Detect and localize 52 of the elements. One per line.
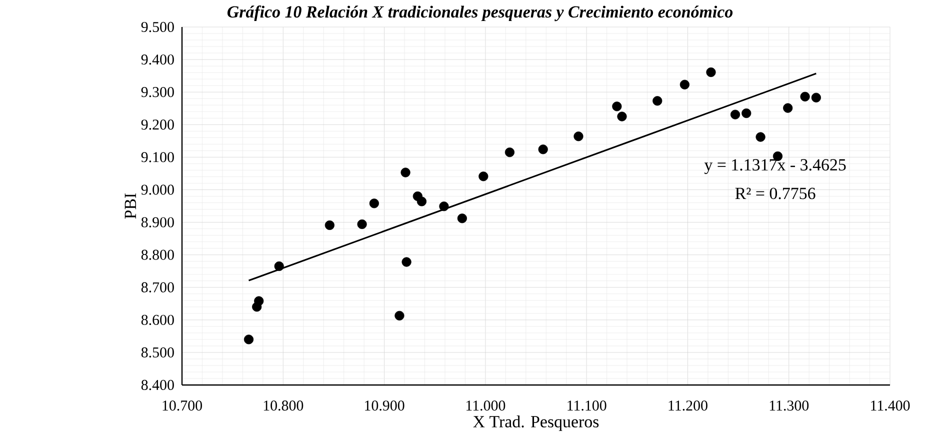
point	[478, 172, 488, 182]
point	[416, 196, 427, 206]
y-tick-label: 9.300	[141, 87, 174, 98]
point	[742, 108, 752, 118]
y-tick-label: 9.500	[141, 22, 174, 32]
x-tick-label: 11.100	[568, 400, 606, 411]
x-tick-label: 11.200	[668, 400, 708, 411]
x-tick-label: 11.000	[466, 400, 506, 411]
point	[652, 96, 662, 106]
y-tick-label: 8.500	[141, 347, 174, 358]
y-tick-label: 8.700	[141, 282, 174, 292]
y-tick-label: 8.800	[141, 250, 174, 260]
y-tick-label: 9.000	[141, 184, 174, 195]
point	[357, 219, 367, 230]
annotation: y = 1.1317x - 3.4625	[704, 159, 846, 174]
x-tick-label: 10.800	[264, 400, 304, 411]
point	[756, 132, 766, 142]
point	[274, 261, 284, 272]
y-tick-label: 8.600	[141, 314, 174, 325]
point	[612, 102, 622, 112]
y-axis-title: PBI	[124, 193, 136, 219]
y-tick-label: 9.100	[141, 152, 174, 162]
point	[394, 310, 404, 320]
point	[439, 202, 449, 212]
point	[369, 198, 379, 208]
x-tick-label: 10.900	[365, 400, 404, 411]
point	[254, 296, 264, 306]
y-tick-label: 9.200	[141, 120, 174, 130]
point	[457, 214, 467, 224]
x-tick-label: 11.300	[770, 400, 809, 411]
x-tick-label: 11.400	[871, 400, 910, 411]
point	[706, 67, 716, 78]
point	[402, 257, 412, 267]
point	[400, 168, 410, 178]
point	[574, 132, 584, 142]
y-tick-label: 9.400	[141, 54, 174, 65]
point	[800, 92, 810, 102]
point	[244, 334, 254, 344]
chart-title: Gráfico 10 Relación X tradicionales pesqueras y Crecimiento económico	[227, 6, 733, 22]
point	[730, 110, 740, 120]
point	[783, 103, 793, 113]
x-axis-title: X Trad. Pesqueros	[473, 416, 599, 431]
x-tick-label: 10.700	[162, 400, 202, 411]
point	[504, 148, 515, 158]
point	[680, 80, 690, 90]
point	[538, 144, 548, 154]
point	[324, 220, 334, 230]
y-tick-label: 8.400	[141, 380, 174, 390]
annotation: R² = 0.7756	[735, 188, 816, 200]
point	[617, 112, 627, 122]
point	[811, 92, 821, 102]
y-tick-label: 8.900	[141, 217, 174, 228]
